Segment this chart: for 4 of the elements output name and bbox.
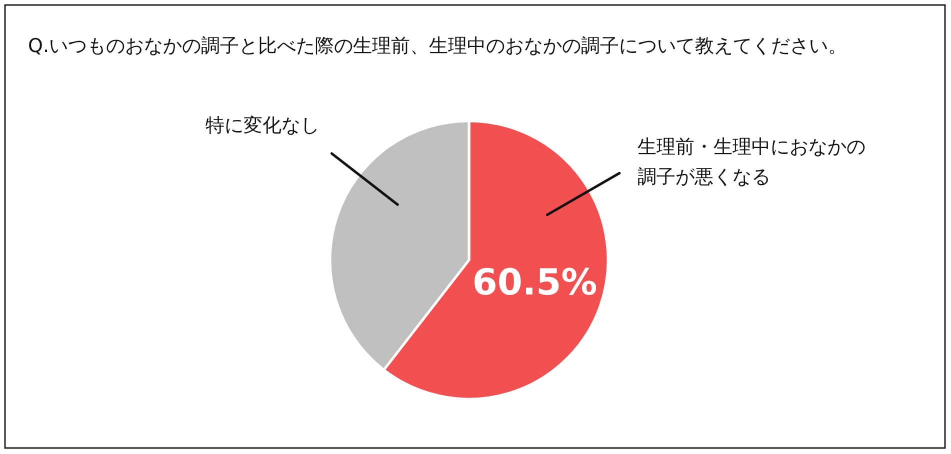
chart-title: Q.いつものおなかの調子と比べた際の生理前、生理中のおなかの調子について教えてください。: [28, 35, 847, 57]
data-label: 60.5%: [472, 262, 598, 304]
slice-label: 生理前・生理中におなかの調子が悪くなる: [637, 136, 866, 188]
slice-label: 特に変化なし: [206, 114, 320, 137]
